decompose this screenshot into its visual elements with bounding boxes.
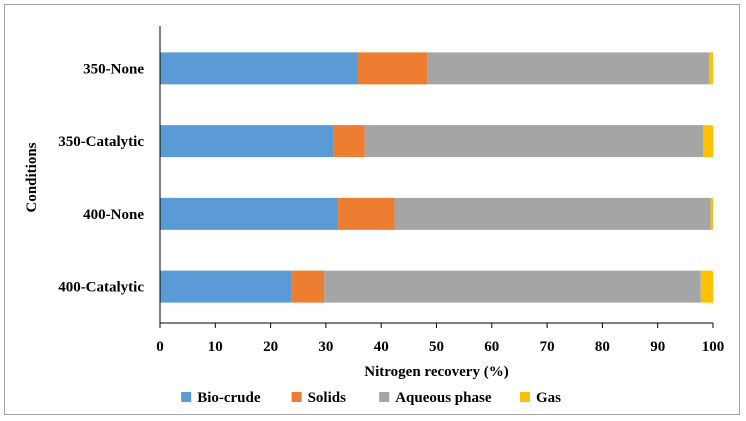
category-label-400-none: 400-None [83, 207, 144, 223]
bar-400-catalytic-aqueous-phase [324, 270, 701, 303]
bar-400-none-gas [710, 197, 713, 230]
bars-layer [160, 52, 713, 303]
legend-swatch-bio-crude [181, 392, 192, 402]
x-ticks: 0 10 20 30 40 50 60 70 80 90 100 [156, 323, 724, 355]
x-tick-label-100: 100 [702, 339, 725, 355]
bar-400-catalytic-solids [291, 270, 325, 303]
category-label-350-catalytic: 350-Catalytic [58, 134, 144, 150]
x-tick-label-0: 0 [156, 339, 164, 355]
bar-350-catalytic-bio-crude [160, 125, 334, 158]
bar-400-none-solids [338, 197, 395, 230]
x-axis-title: Nitrogen recovery (%) [364, 364, 508, 380]
bar-350-catalytic-aqueous-phase [364, 125, 704, 158]
bar-350-none-gas [709, 52, 713, 85]
x-tick-label-90: 90 [650, 339, 665, 355]
bar-350-catalytic-solids [333, 125, 365, 158]
bar-350-catalytic-gas [703, 125, 713, 158]
x-tick-label-50: 50 [429, 339, 444, 355]
category-label-400-catalytic: 400-Catalytic [58, 280, 144, 296]
x-tick-label-40: 40 [374, 339, 389, 355]
legend-swatch-aqueous-phase [379, 392, 390, 402]
y-axis-title: Conditions [24, 142, 40, 212]
x-tick-label-80: 80 [595, 339, 610, 355]
category-labels: 350-None 350-Catalytic 400-None 400-Catalyt… [58, 61, 144, 295]
bar-350-none-solids [357, 52, 428, 85]
bar-400-none-bio-crude [160, 197, 339, 230]
legend-label-bio-crude: Bio-crude [197, 390, 261, 406]
bar-400-none-aqueous-phase [394, 197, 711, 230]
legend-swatch-gas [520, 392, 530, 402]
category-label-350-none: 350-None [83, 61, 144, 77]
x-tick-label-30: 30 [318, 339, 333, 355]
legend-label-aqueous-phase: Aqueous phase [395, 390, 492, 406]
x-tick-label-20: 20 [263, 339, 278, 355]
legend-label-gas: Gas [536, 390, 561, 406]
x-tick-label-10: 10 [208, 339, 223, 355]
legend-swatch-solids [291, 392, 302, 402]
bar-350-none-aqueous-phase [427, 52, 710, 85]
bar-350-none-bio-crude [160, 52, 358, 85]
x-tick-label-60: 60 [484, 339, 499, 355]
legend: Bio-crude Solids Aqueous phase Gas [181, 390, 561, 406]
legend-label-solids: Solids [308, 390, 347, 406]
x-tick-label-70: 70 [540, 339, 555, 355]
bar-400-catalytic-bio-crude [160, 270, 292, 303]
bar-400-catalytic-gas [700, 270, 713, 303]
